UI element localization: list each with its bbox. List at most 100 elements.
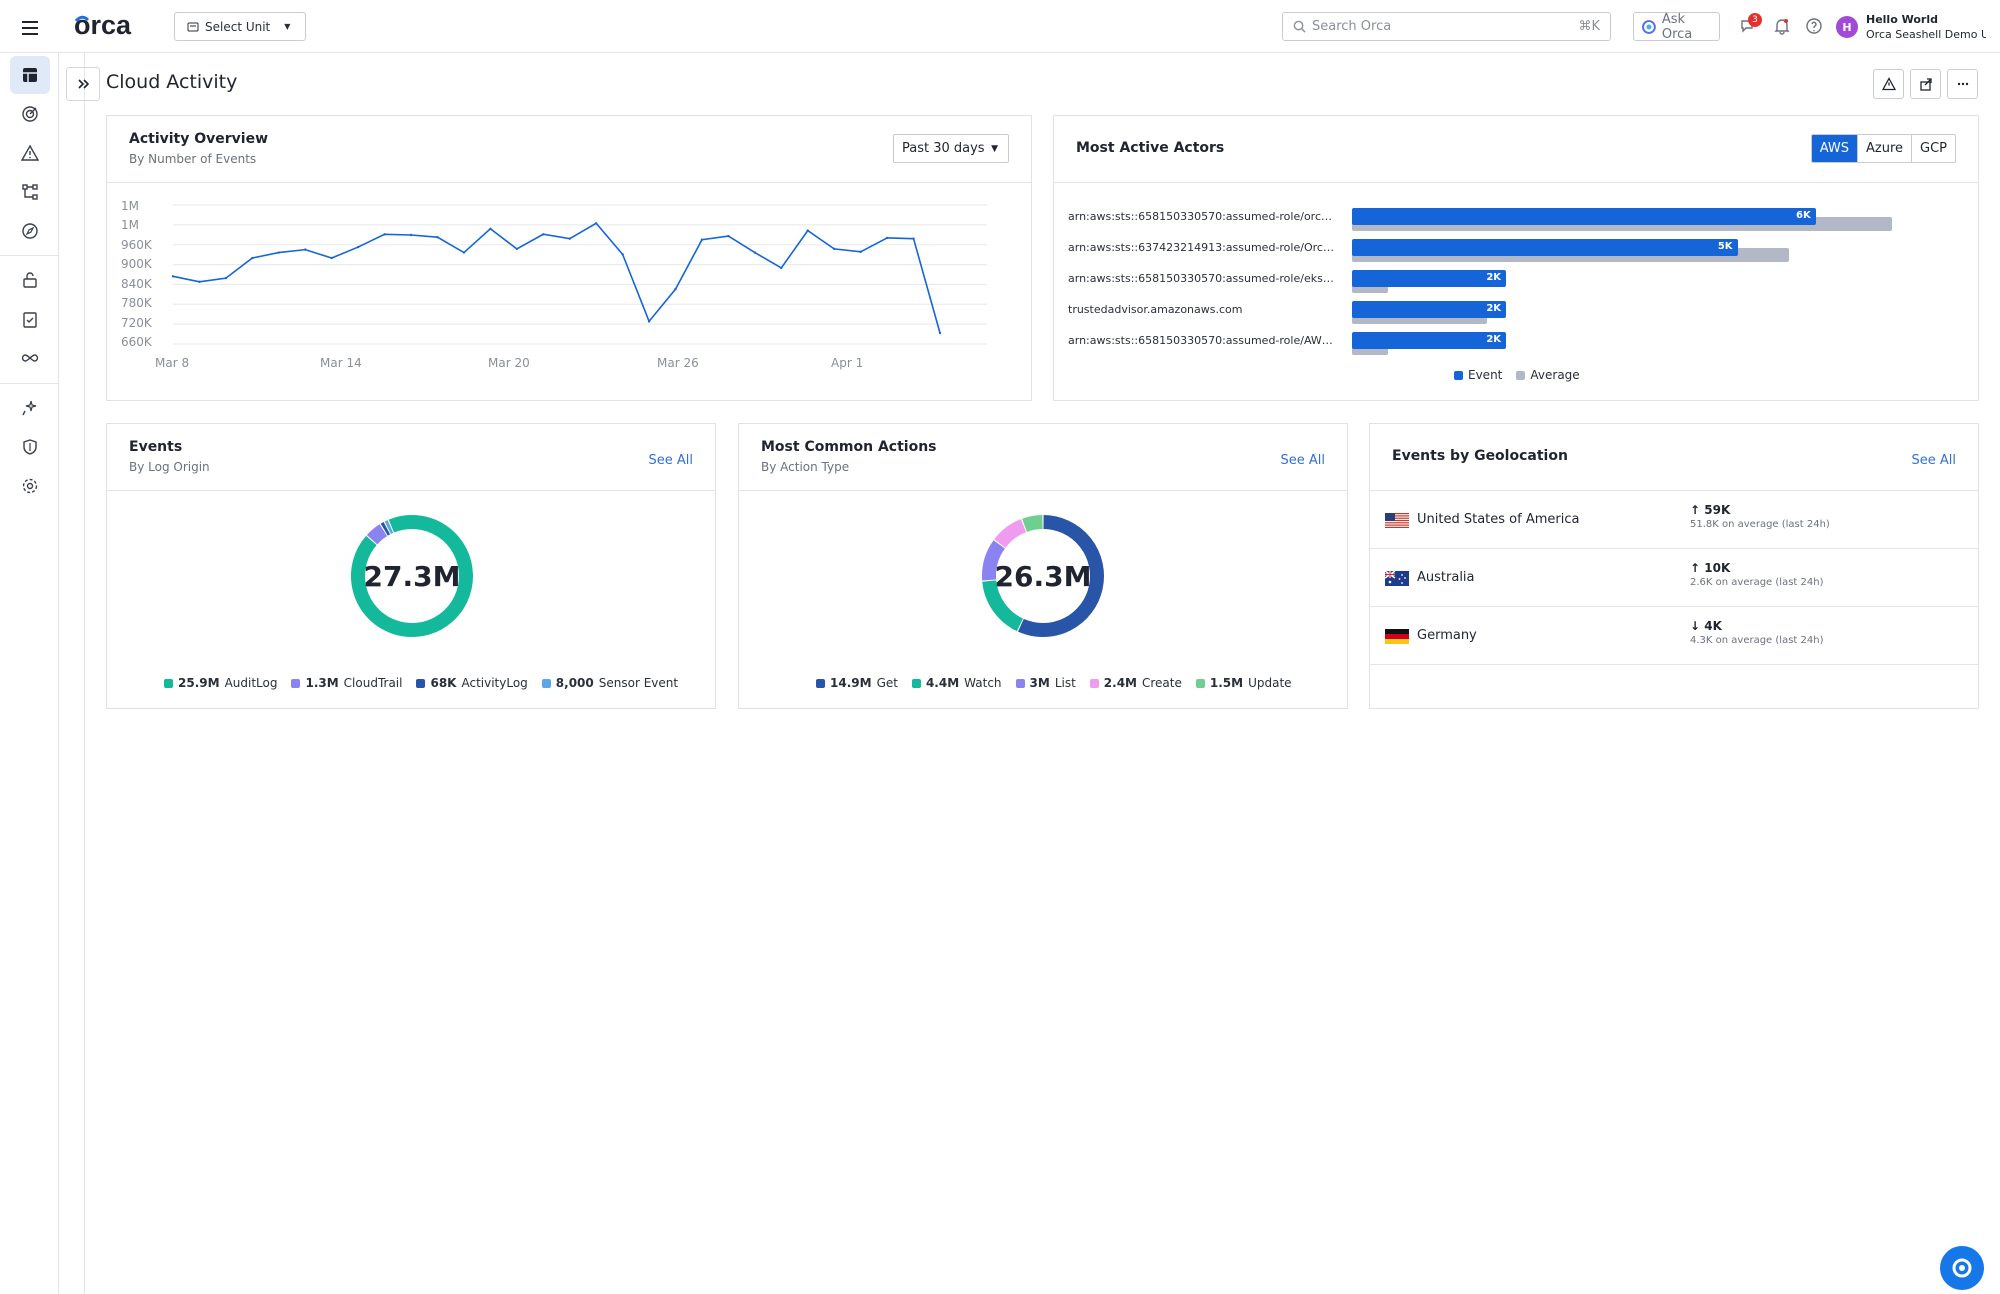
data-point[interactable]	[594, 222, 598, 225]
see-all-link[interactable]: See All	[1911, 453, 1957, 468]
nav-graph[interactable]	[10, 173, 50, 211]
nav-integrations[interactable]	[10, 339, 50, 377]
data-point[interactable]	[859, 250, 862, 254]
data-point[interactable]	[753, 251, 757, 254]
panel-divider	[84, 53, 85, 1294]
avatar[interactable]: H	[1836, 16, 1858, 38]
legend-item-average[interactable]: Average	[1516, 368, 1580, 382]
bell-icon[interactable]	[1772, 16, 1792, 36]
donut-slice[interactable]	[380, 522, 391, 536]
data-point[interactable]	[436, 235, 439, 239]
series-line[interactable]	[172, 222, 941, 334]
data-point[interactable]	[409, 233, 413, 237]
list-item[interactable]: Australia ↑ 10K 2.6K on average (last 24…	[1370, 549, 1978, 607]
alert-button[interactable]	[1873, 69, 1904, 99]
data-point[interactable]	[462, 251, 466, 254]
donut-slice[interactable]	[1022, 515, 1043, 532]
legend-label: Create	[1142, 676, 1182, 690]
nav-alerts[interactable]	[10, 134, 50, 172]
list-item[interactable]: United States of America ↑ 59K 51.8K on …	[1370, 491, 1978, 549]
data-point[interactable]	[383, 233, 386, 236]
country-name: Australia	[1417, 570, 1475, 585]
nav-target[interactable]	[10, 95, 50, 133]
legend-item[interactable]: 4.4M Watch	[911, 676, 1002, 690]
select-unit-dropdown[interactable]: Select Unit ▼	[174, 12, 306, 41]
ask-orca-button[interactable]: Ask Orca	[1633, 12, 1720, 42]
data-point[interactable]	[938, 331, 942, 335]
expand-panel-button[interactable]	[66, 67, 100, 101]
events-card: Events By Log Origin See All 27.3M 25.9M…	[106, 423, 716, 709]
tab-gcp[interactable]: GCP	[1911, 135, 1955, 162]
menu-icon[interactable]	[18, 16, 42, 40]
nav-compliance[interactable]	[10, 300, 50, 338]
orca-logo[interactable]: orca	[74, 12, 154, 40]
data-point[interactable]	[277, 251, 280, 254]
data-point[interactable]	[700, 238, 704, 241]
card-header: Events by Geolocation See All	[1370, 424, 1978, 491]
data-point[interactable]	[780, 266, 783, 270]
legend-item[interactable]: 1.3M CloudTrail	[291, 676, 402, 690]
search-input[interactable]: Search Orca ⌘K	[1282, 12, 1611, 41]
data-point[interactable]	[568, 237, 571, 240]
data-point[interactable]	[356, 245, 360, 249]
nav-access[interactable]	[10, 261, 50, 299]
compass-icon	[22, 223, 38, 239]
nav-settings[interactable]	[10, 467, 50, 505]
tab-azure[interactable]: Azure	[1856, 135, 1911, 162]
data-point[interactable]	[515, 247, 519, 251]
time-range-dropdown[interactable]: Past 30 days ▼	[893, 134, 1009, 163]
donut-slice[interactable]	[366, 524, 388, 545]
donut-slice[interactable]	[351, 515, 473, 637]
data-point[interactable]	[727, 234, 730, 238]
data-point[interactable]	[198, 280, 201, 284]
legend-item[interactable]: 68K ActivityLog	[416, 676, 528, 690]
nav-shield[interactable]	[10, 428, 50, 466]
data-point[interactable]	[647, 320, 651, 323]
donut-slice[interactable]	[982, 580, 1024, 632]
event-bar[interactable]: 2K	[1352, 270, 1507, 287]
data-point[interactable]	[912, 237, 915, 240]
data-point[interactable]	[489, 227, 492, 230]
see-all-link[interactable]: See All	[1280, 453, 1326, 468]
data-point[interactable]	[621, 253, 624, 256]
data-point[interactable]	[674, 287, 677, 291]
legend-item[interactable]: 25.9M AuditLog	[164, 676, 277, 690]
data-point[interactable]	[885, 236, 889, 240]
data-point[interactable]	[251, 256, 254, 260]
event-bar[interactable]: 5K	[1352, 239, 1738, 256]
nav-ai[interactable]	[10, 389, 50, 427]
see-all-link[interactable]: See All	[648, 453, 694, 468]
nav-discovery[interactable]	[10, 212, 50, 250]
data-point[interactable]	[224, 276, 228, 280]
event-bar[interactable]: 6K	[1352, 208, 1816, 225]
more-options-button[interactable]	[1947, 69, 1978, 99]
donut-slice[interactable]	[994, 519, 1027, 549]
assistant-chat-button[interactable]	[1940, 1246, 1984, 1290]
donut-slice[interactable]	[982, 540, 1006, 581]
data-point[interactable]	[833, 247, 836, 251]
help-icon[interactable]	[1804, 16, 1824, 36]
data-point[interactable]	[330, 256, 333, 260]
donut-slice[interactable]	[384, 520, 394, 535]
event-bar[interactable]: 2K	[1352, 301, 1507, 318]
donut-slice[interactable]	[1018, 515, 1104, 637]
user-org[interactable]: Orca Seashell Demo US	[1866, 28, 1986, 41]
data-point[interactable]	[542, 233, 545, 236]
data-point[interactable]	[171, 275, 175, 278]
bar-value-label: 2K	[1486, 303, 1502, 314]
shield-icon	[23, 439, 37, 455]
legend-item[interactable]: 14.9M Get	[816, 676, 898, 690]
legend-item[interactable]: 1.5M Update	[1195, 676, 1292, 690]
list-item[interactable]: Germany ↓ 4K 4.3K on average (last 24h)	[1370, 607, 1978, 665]
legend-item[interactable]: 3M List	[1015, 676, 1076, 690]
nav-dashboard[interactable]	[10, 56, 50, 94]
data-point[interactable]	[806, 229, 809, 232]
share-button[interactable]	[1910, 69, 1941, 99]
tab-aws[interactable]: AWS	[1811, 135, 1857, 162]
data-point[interactable]	[304, 248, 307, 251]
legend-item[interactable]: 8,000 Sensor Event	[541, 676, 678, 690]
user-greeting[interactable]: Hello World	[1866, 13, 1938, 26]
event-bar[interactable]: 2K	[1352, 332, 1507, 349]
legend-item[interactable]: 2.4M Create	[1089, 676, 1182, 690]
legend-item-event[interactable]: Event	[1454, 368, 1502, 382]
